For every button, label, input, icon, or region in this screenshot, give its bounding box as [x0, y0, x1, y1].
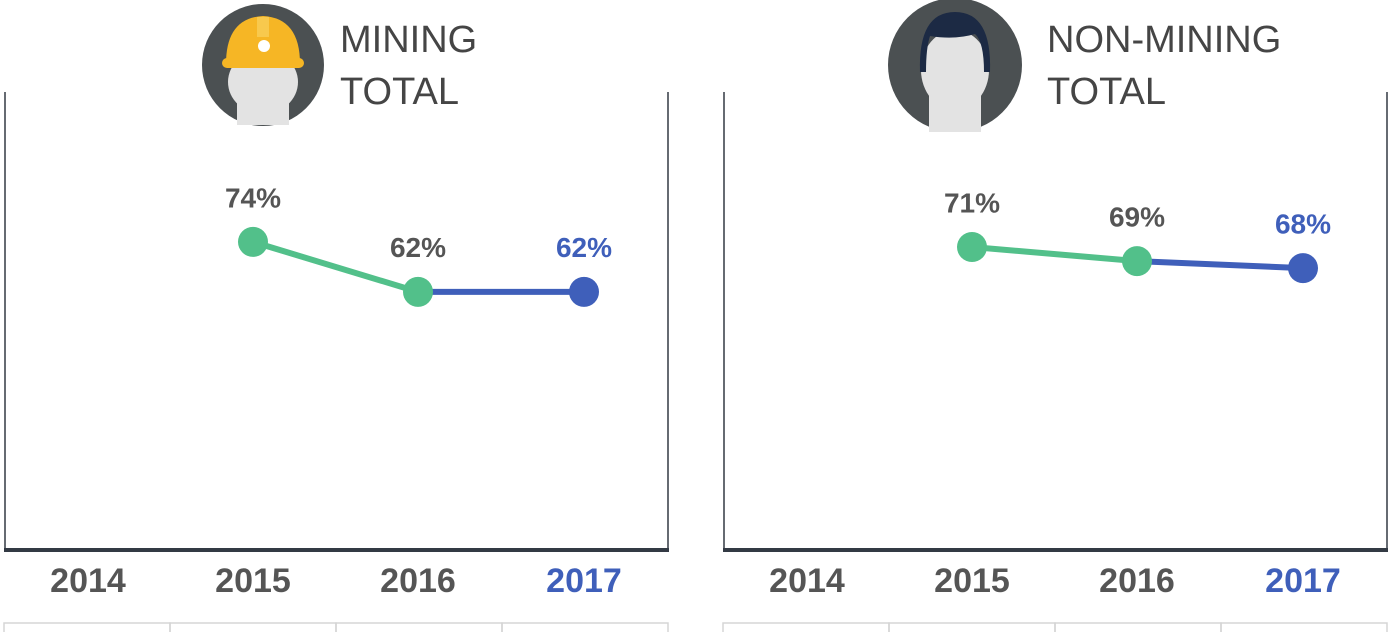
chart-title: NON-MINING — [1047, 19, 1281, 61]
data-label: 71% — [944, 187, 1000, 218]
line-segment — [252, 239, 419, 295]
data-label: 69% — [1109, 201, 1165, 232]
chart-title: TOTAL — [1047, 71, 1166, 113]
table-cell — [169, 622, 337, 632]
chart-title: MINING — [340, 19, 477, 61]
data-point — [403, 276, 433, 307]
data-label: 68% — [1275, 209, 1331, 240]
line-segment — [1136, 258, 1304, 272]
data-point — [1288, 253, 1318, 284]
x-tick-label: 2017 — [1265, 562, 1341, 600]
mining-icon — [202, 4, 324, 126]
table-cell — [722, 622, 890, 632]
x-tick-label: 2017 — [546, 562, 622, 600]
table-cell — [1220, 622, 1388, 632]
x-tick-label: 2014 — [769, 562, 845, 600]
table-cell — [335, 622, 503, 632]
data-point — [1122, 246, 1152, 277]
line-segment — [971, 244, 1138, 265]
table-cell — [888, 622, 1056, 632]
data-label: 74% — [225, 182, 281, 213]
data-label: 62% — [556, 232, 612, 263]
x-tick-label: 2016 — [380, 562, 456, 600]
x-tick-label: 2016 — [1099, 562, 1175, 600]
table-cell — [501, 622, 669, 632]
data-point — [238, 226, 268, 257]
x-tick-label: 2015 — [215, 562, 291, 600]
chart-title: TOTAL — [340, 71, 459, 113]
data-label: 62% — [390, 232, 446, 263]
table-cell — [3, 622, 171, 632]
non-mining-icon — [888, 0, 1022, 132]
data-point — [569, 276, 599, 307]
data-point — [957, 232, 987, 263]
x-tick-label: 2015 — [934, 562, 1010, 600]
x-tick-label: 2014 — [50, 562, 126, 600]
table-cell — [1054, 622, 1222, 632]
